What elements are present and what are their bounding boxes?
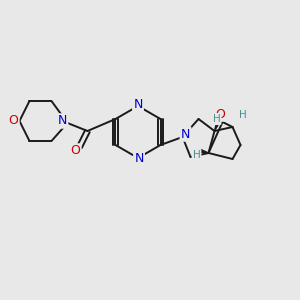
Text: O: O bbox=[70, 145, 80, 158]
Polygon shape bbox=[200, 149, 208, 153]
Text: H: H bbox=[213, 114, 220, 124]
Polygon shape bbox=[214, 120, 220, 131]
Text: N: N bbox=[133, 98, 143, 112]
Text: N: N bbox=[58, 115, 67, 128]
Text: H: H bbox=[238, 110, 246, 120]
Text: N: N bbox=[134, 152, 144, 166]
Text: H: H bbox=[193, 150, 200, 160]
Text: O: O bbox=[216, 107, 226, 121]
Text: N: N bbox=[181, 128, 190, 140]
Text: O: O bbox=[8, 115, 18, 128]
